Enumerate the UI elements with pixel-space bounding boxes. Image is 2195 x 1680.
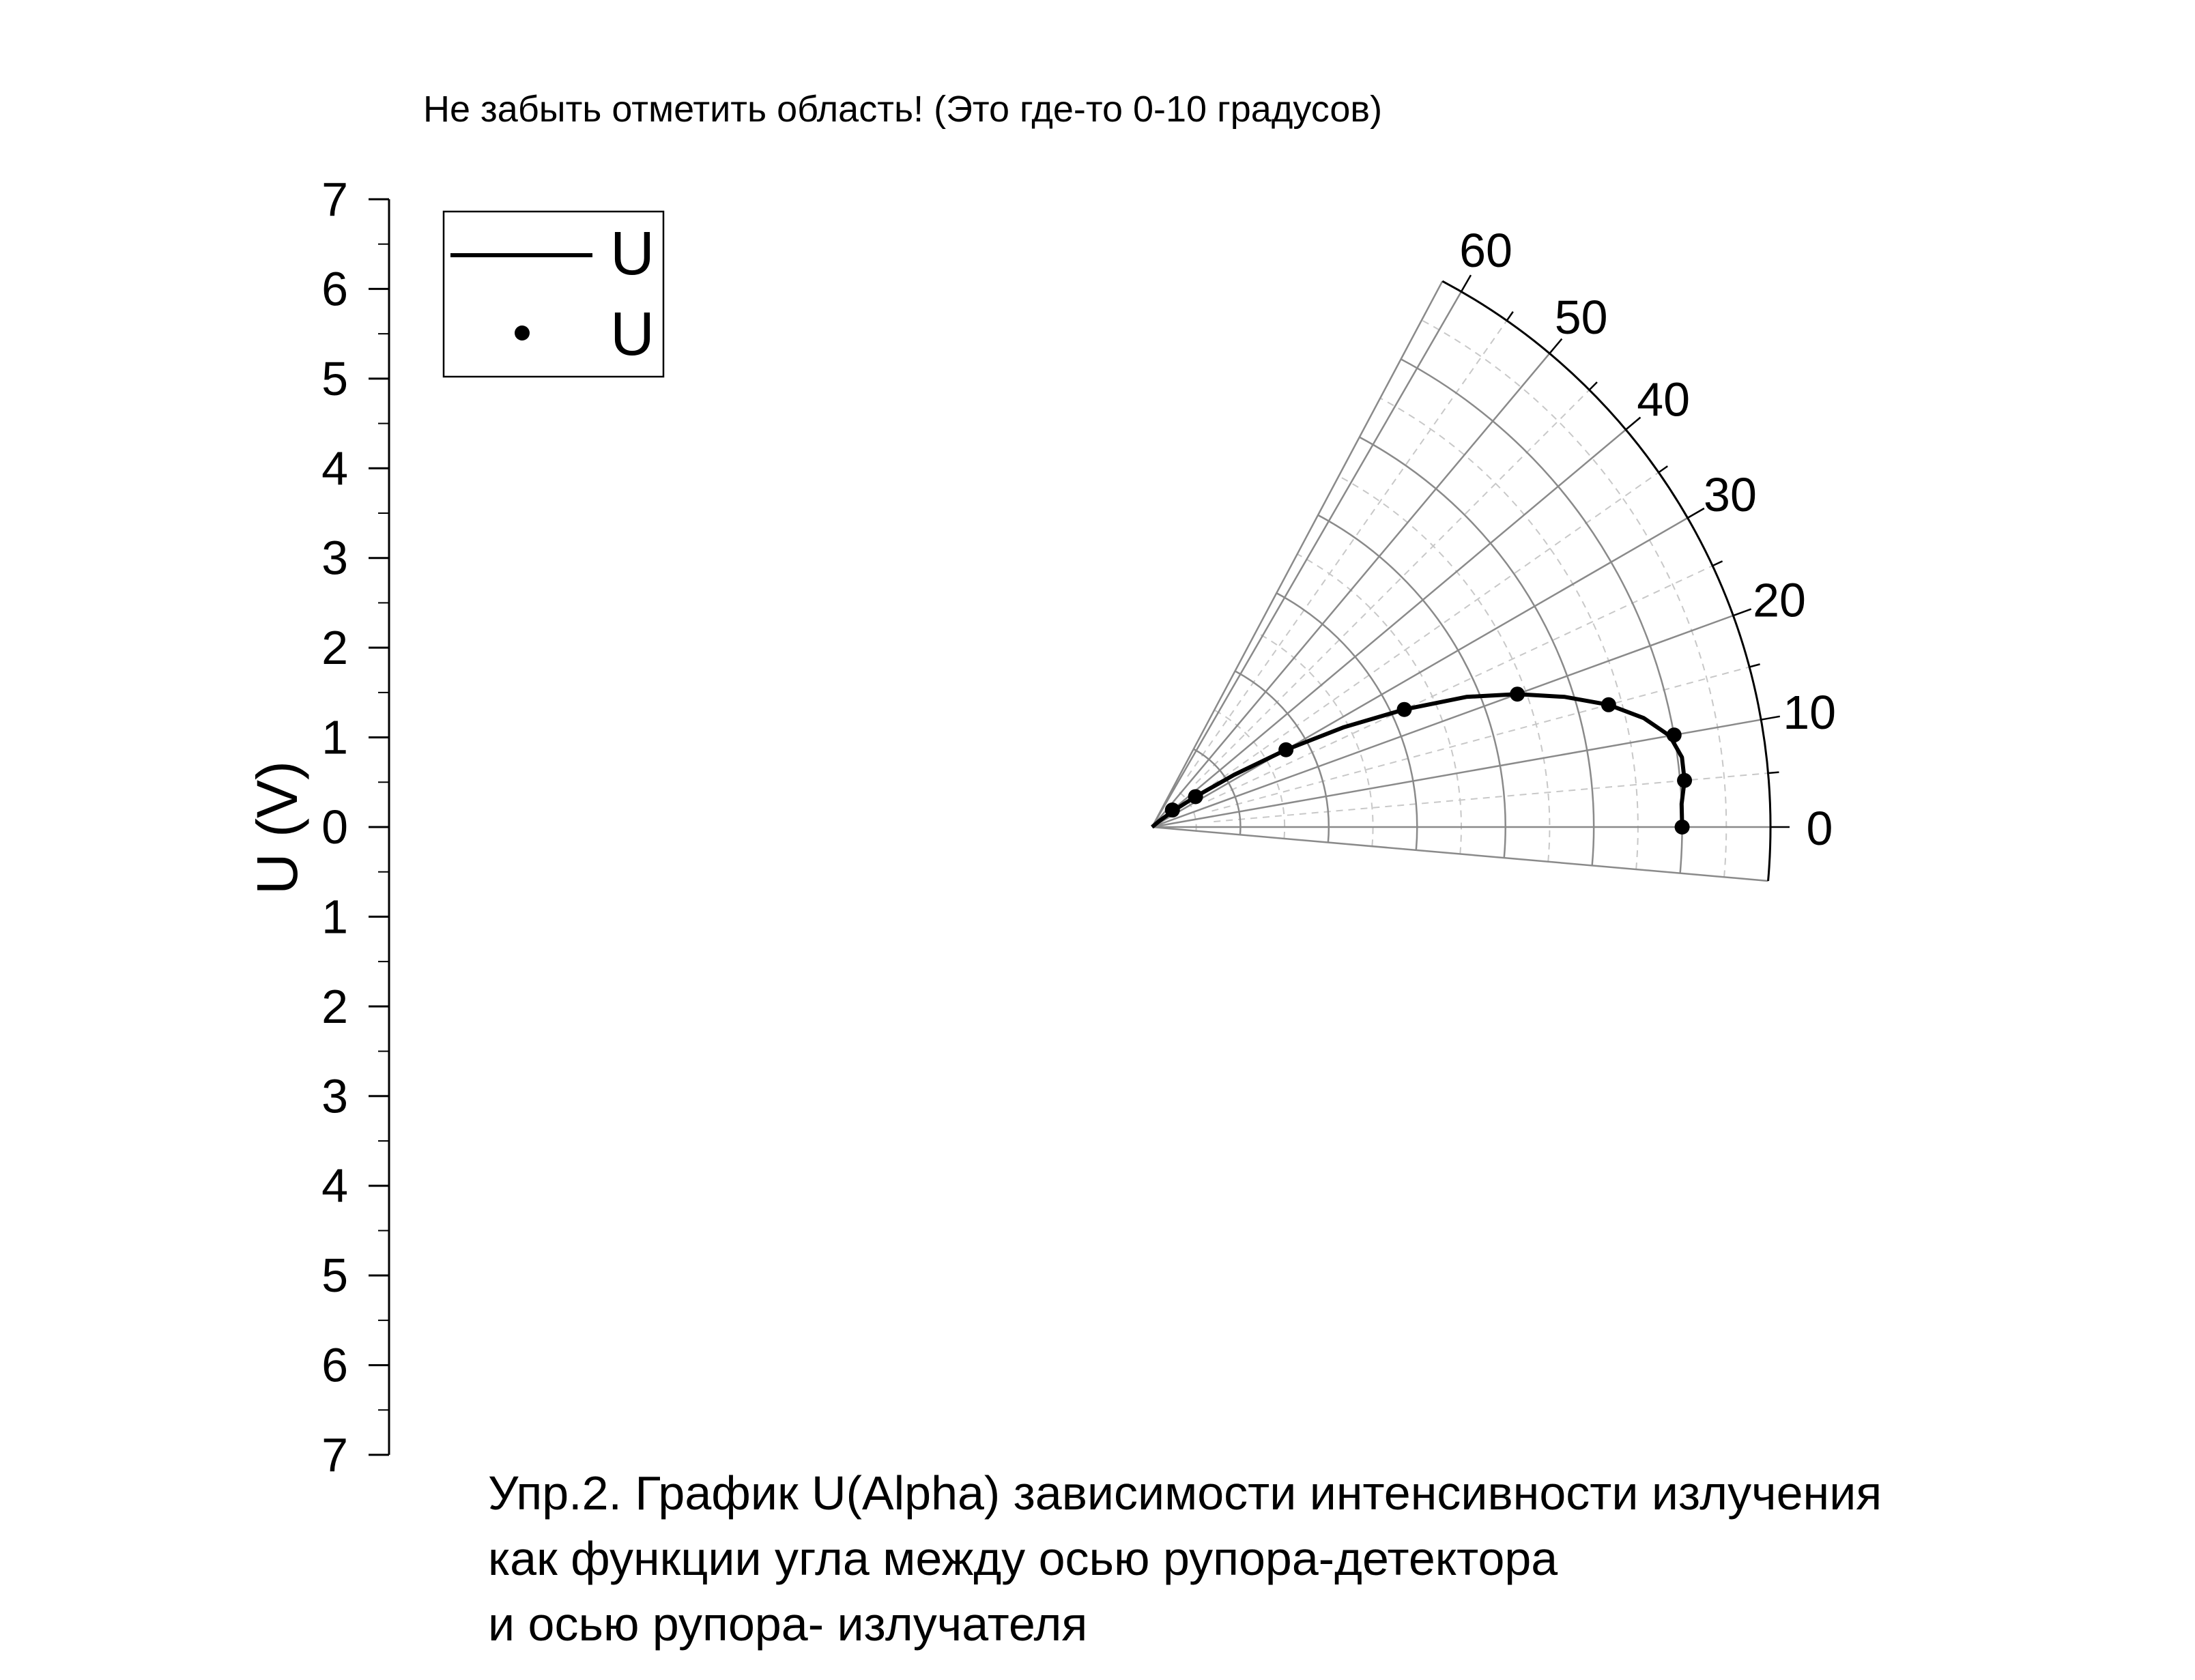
radial-minor-gridline: [1421, 319, 1727, 878]
angular-major-gridline: [1151, 719, 1762, 828]
angular-tick: [1625, 416, 1641, 431]
angular-tick: [1460, 274, 1472, 293]
radial-tick-label: 3: [321, 532, 348, 585]
radial-tick-label: 7: [321, 173, 348, 226]
data-point: [1674, 820, 1690, 835]
angular-major-gridline: [1151, 353, 1551, 828]
radial-tick-label: 5: [321, 352, 348, 405]
angular-minor-gridline: [1214, 772, 1768, 823]
radial-major-gridline: [1276, 592, 1418, 850]
angle-tick-label: 20: [1753, 574, 1806, 627]
angle-tick-label: 60: [1459, 224, 1512, 277]
legend-box: [442, 210, 665, 378]
data-point: [1677, 772, 1693, 788]
polar-grid: [1151, 274, 1790, 882]
angular-minor-gridline: [1187, 320, 1508, 777]
data-point: [1396, 701, 1412, 717]
caption-line-2: как функции угла между осью рупора-детек…: [488, 1532, 1558, 1585]
radial-tick-label: 2: [321, 980, 348, 1033]
series-points-u: [1164, 686, 1693, 835]
angular-tick: [1732, 608, 1752, 617]
data-point: [1601, 697, 1616, 712]
legend-point-swatch: [515, 325, 530, 341]
sector-edge: [1151, 826, 1768, 882]
radial-tick-label: 1: [321, 711, 348, 764]
legend: U U: [442, 210, 665, 378]
radial-tick-label: 4: [321, 1159, 348, 1213]
radial-major-gridline: [1317, 514, 1506, 858]
angle-tick-label: 0: [1807, 802, 1833, 855]
radial-tick-label: 4: [321, 441, 348, 495]
angular-tick: [1768, 771, 1779, 774]
data-point: [1188, 789, 1203, 805]
data-point: [1666, 727, 1682, 743]
note-text: Не забыть отметить область! (Это где-то …: [423, 89, 1382, 130]
radial-major-gridline: [1193, 748, 1242, 835]
angular-major-gridline: [1151, 429, 1626, 828]
sector-edge: [1151, 280, 1444, 828]
angular-minor-gridline: [1195, 389, 1590, 784]
angular-tick: [1761, 715, 1781, 721]
radial-minor-gridline: [1338, 475, 1551, 862]
angle-tick-label: 10: [1783, 686, 1836, 739]
angular-minor-gridline: [1211, 666, 1750, 812]
data-point: [1510, 686, 1525, 702]
angular-tick: [1658, 465, 1668, 474]
radial-axis-tick-labels: 7 6 5 4 3 2 1 0 1 2 3 4 5 6 7: [321, 173, 348, 1481]
radial-major-gridline: [1359, 436, 1595, 866]
angular-major-gridline: [1151, 517, 1689, 828]
radial-minor-gridline: [1379, 397, 1639, 870]
angular-major-gridline: [1151, 614, 1734, 828]
radial-tick-label: 0: [321, 800, 348, 854]
legend-label-line: U: [610, 220, 655, 288]
angular-tick: [1549, 338, 1563, 354]
radial-minor-gridline: [1297, 553, 1462, 854]
caption: Упр.2. График U(Alpha) зависимости интен…: [488, 1466, 1882, 1651]
radial-axis-ticks: [369, 198, 389, 1456]
data-point: [1164, 802, 1180, 818]
radial-tick-label: 7: [321, 1428, 348, 1481]
radial-major-gridline: [1234, 670, 1330, 843]
angular-minor-gridline: [1202, 472, 1659, 792]
angle-tick-label: 40: [1637, 373, 1690, 426]
legend-label-points: U: [610, 300, 655, 368]
angular-tick: [1712, 560, 1723, 567]
radial-tick-label: 2: [321, 621, 348, 674]
radial-major-gridline: [1400, 358, 1683, 873]
angle-tick-label: 50: [1555, 291, 1608, 344]
angle-tick-labels: 0 10 20 30 40 50 60: [1459, 224, 1836, 855]
radial-minor-gridline: [1255, 631, 1374, 847]
caption-line-3: и осью рупора- излучателя: [488, 1597, 1087, 1651]
radial-tick-label: 6: [321, 1339, 348, 1392]
angular-tick: [1687, 507, 1705, 519]
caption-line-1: Упр.2. График U(Alpha) зависимости интен…: [488, 1466, 1882, 1520]
radial-axis: 7 6 5 4 3 2 1 0 1 2 3 4 5 6 7 U (V): [245, 173, 390, 1481]
data-point: [1278, 742, 1294, 757]
radial-axis-label: U (V): [245, 761, 309, 895]
angular-tick: [1749, 663, 1760, 668]
radial-tick-label: 6: [321, 262, 348, 315]
angular-minor-gridline: [1207, 565, 1713, 802]
angular-tick: [1506, 311, 1514, 321]
radial-minor-gridline: [1214, 709, 1286, 839]
angular-tick: [1588, 381, 1598, 391]
radial-minor-gridline: [1172, 787, 1197, 831]
angle-tick-label: 30: [1704, 468, 1757, 521]
radial-tick-label: 3: [321, 1069, 348, 1123]
radial-tick-label: 1: [321, 890, 348, 943]
radial-tick-label: 5: [321, 1249, 348, 1302]
angular-major-gridline: [1151, 291, 1463, 828]
polar-plot-area: 0 10 20 30 40 50 60: [1151, 224, 1836, 882]
outer-arc: [1441, 280, 1772, 882]
